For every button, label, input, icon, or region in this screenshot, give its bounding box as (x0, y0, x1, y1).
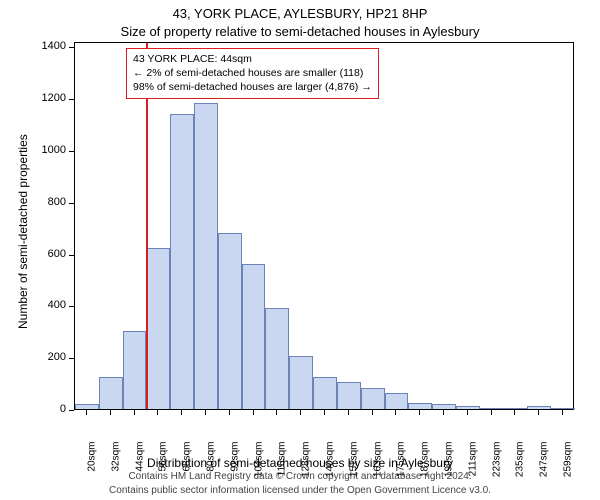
x-tick (419, 410, 420, 415)
histogram-bar (289, 356, 313, 409)
histogram-bar (361, 388, 385, 409)
y-tick (69, 358, 74, 359)
x-tick (324, 410, 325, 415)
y-tick (69, 47, 74, 48)
x-tick (395, 410, 396, 415)
y-tick-label: 400 (26, 299, 66, 311)
chart-title-line1: 43, YORK PLACE, AYLESBURY, HP21 8HP (0, 6, 600, 21)
x-tick (205, 410, 206, 415)
x-tick (157, 410, 158, 415)
x-tick-label: 140sqm (325, 442, 336, 492)
histogram-bar (170, 114, 194, 409)
y-tick (69, 255, 74, 256)
x-tick-label: 247sqm (539, 442, 550, 492)
histogram-bar (385, 393, 409, 409)
y-tick-label: 200 (26, 351, 66, 363)
x-tick-label: 44sqm (134, 442, 145, 492)
x-tick-label: 32sqm (110, 442, 121, 492)
x-tick (86, 410, 87, 415)
x-tick-label: 163sqm (372, 442, 383, 492)
histogram-bar (99, 377, 123, 409)
x-tick (348, 410, 349, 415)
histogram-bar (480, 408, 504, 409)
histogram-bar (146, 248, 170, 409)
x-tick-label: 56sqm (158, 442, 169, 492)
y-tick-label: 1000 (26, 144, 66, 156)
histogram-bar (408, 403, 432, 409)
histogram-bar (504, 408, 528, 409)
y-tick-label: 0 (26, 403, 66, 415)
y-tick (69, 306, 74, 307)
histogram-bar (123, 331, 147, 409)
x-tick (491, 410, 492, 415)
histogram-bar (242, 264, 266, 409)
x-tick-label: 187sqm (420, 442, 431, 492)
histogram-bar (75, 404, 99, 409)
x-tick (538, 410, 539, 415)
x-tick (443, 410, 444, 415)
x-tick (467, 410, 468, 415)
x-tick-label: 104sqm (253, 442, 264, 492)
histogram-bar (432, 404, 456, 409)
annotation-line: 43 YORK PLACE: 44sqm (133, 52, 372, 66)
x-tick-label: 80sqm (205, 442, 216, 492)
y-tick-label: 800 (26, 196, 66, 208)
x-tick (562, 410, 563, 415)
x-tick (134, 410, 135, 415)
x-tick-label: 68sqm (182, 442, 193, 492)
x-tick (110, 410, 111, 415)
histogram-bar (218, 233, 242, 409)
annotation-box: 43 YORK PLACE: 44sqm← 2% of semi-detache… (126, 48, 379, 99)
histogram-bar (456, 406, 480, 409)
x-tick (253, 410, 254, 415)
chart-title-line2: Size of property relative to semi-detach… (0, 24, 600, 39)
x-tick-label: 199sqm (444, 442, 455, 492)
x-tick (300, 410, 301, 415)
x-tick-label: 235sqm (515, 442, 526, 492)
x-tick (229, 410, 230, 415)
histogram-bar (527, 406, 551, 409)
x-tick-label: 223sqm (491, 442, 502, 492)
x-tick-label: 92sqm (229, 442, 240, 492)
y-tick (69, 410, 74, 411)
y-tick (69, 203, 74, 204)
y-tick (69, 151, 74, 152)
histogram-bar (313, 377, 337, 409)
annotation-line: ← 2% of semi-detached houses are smaller… (133, 66, 372, 80)
histogram-bar (551, 408, 575, 409)
x-tick-label: 20sqm (86, 442, 97, 492)
x-tick-label: 151sqm (348, 442, 359, 492)
histogram-bar (194, 103, 218, 409)
y-tick-label: 1400 (26, 40, 66, 52)
x-tick-label: 259sqm (563, 442, 574, 492)
y-tick-label: 600 (26, 248, 66, 260)
histogram-bar (337, 382, 361, 409)
y-tick (69, 99, 74, 100)
y-tick-label: 1200 (26, 92, 66, 104)
x-tick-label: 116sqm (277, 442, 288, 492)
histogram-bar (265, 308, 289, 409)
annotation-line: 98% of semi-detached houses are larger (… (133, 80, 372, 94)
figure: 43, YORK PLACE, AYLESBURY, HP21 8HP Size… (0, 0, 600, 500)
x-tick-label: 128sqm (301, 442, 312, 492)
x-tick-label: 211sqm (467, 442, 478, 492)
x-tick (181, 410, 182, 415)
x-tick-label: 175sqm (396, 442, 407, 492)
x-tick (514, 410, 515, 415)
x-tick (372, 410, 373, 415)
x-tick (276, 410, 277, 415)
